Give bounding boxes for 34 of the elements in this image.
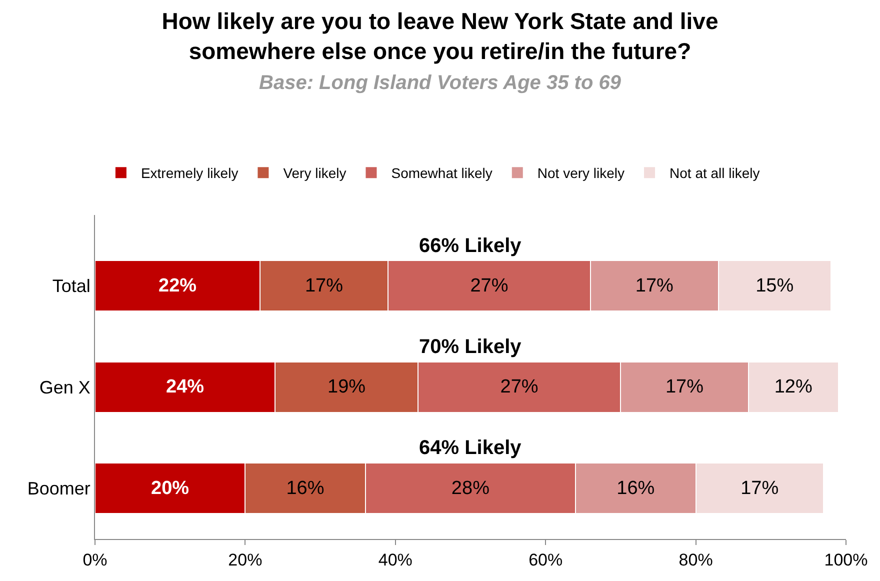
data-label: 27% <box>470 275 508 296</box>
data-label: 17% <box>635 275 674 296</box>
data-label: 20% <box>151 478 190 499</box>
x-tick-label: 100% <box>824 550 868 570</box>
legend-label: Very likely <box>283 165 346 182</box>
annotation: 64% Likely <box>419 437 522 459</box>
data-label: 17% <box>665 376 704 398</box>
chart-title: How likely are you to leave New York State and live somewhere else once you retire/in the future? <box>162 8 718 64</box>
data-label: 17% <box>740 478 779 499</box>
y-tick-label: Total <box>52 276 90 296</box>
data-label: 15% <box>756 275 794 296</box>
data-label: 27% <box>500 376 538 398</box>
legend-label: Somewhat likely <box>391 165 492 182</box>
data-label: 22% <box>158 275 197 296</box>
data-label: 17% <box>304 275 344 296</box>
data-label: 16% <box>286 478 324 499</box>
data-label: 16% <box>616 478 655 499</box>
legend-label: Extremely likely <box>140 165 238 182</box>
legend-label: Not at all likely <box>670 165 760 182</box>
data-label: 19% <box>328 376 366 398</box>
y-tick-label: Gen X <box>39 377 90 398</box>
y-tick-label: Boomer <box>27 478 90 499</box>
data-label: 28% <box>451 478 490 499</box>
x-tick-label: 0% <box>82 550 108 570</box>
chart-subtitle: Base: Long Island Voters Age 35 to 69 <box>259 72 622 94</box>
x-tick-label: 20% <box>228 550 262 570</box>
x-tick-label: 60% <box>528 550 563 570</box>
data-label: 12% <box>774 376 812 398</box>
x-tick-label: 80% <box>678 550 713 570</box>
x-tick-label: 40% <box>378 550 412 570</box>
annotation: 70% Likely <box>419 336 522 358</box>
legend-label: Not very likely <box>537 165 625 182</box>
data-label: 24% <box>166 376 204 398</box>
annotation: 66% Likely <box>419 235 522 257</box>
